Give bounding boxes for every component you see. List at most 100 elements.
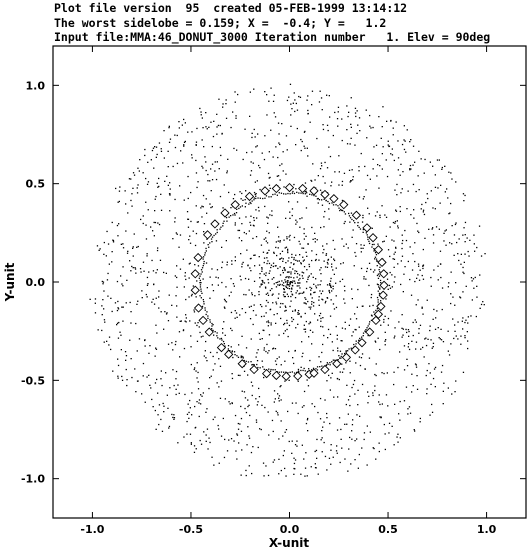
uv-point xyxy=(246,151,248,154)
uv-point xyxy=(440,184,442,186)
uv-point xyxy=(274,193,276,195)
uv-point xyxy=(303,228,305,230)
uv-point xyxy=(299,243,301,245)
uv-point xyxy=(305,207,308,209)
uv-point xyxy=(195,370,197,372)
uv-point xyxy=(165,372,167,374)
uv-point xyxy=(377,337,379,339)
uv-point xyxy=(188,277,190,279)
uv-point xyxy=(155,272,157,274)
uv-point xyxy=(425,374,427,377)
uv-point xyxy=(366,464,368,466)
uv-point xyxy=(347,115,349,118)
uv-point xyxy=(199,286,202,288)
uv-point xyxy=(311,403,313,405)
uv-point xyxy=(239,206,242,208)
uv-point xyxy=(299,282,301,284)
uv-point xyxy=(202,194,205,197)
uv-point xyxy=(337,205,339,207)
antenna-diamond-marker xyxy=(190,285,200,295)
uv-point xyxy=(373,146,375,148)
uv-point xyxy=(441,364,444,367)
antenna-diamond-marker xyxy=(329,194,339,204)
uv-point xyxy=(160,150,163,152)
uv-point xyxy=(360,247,362,249)
uv-point xyxy=(287,410,289,413)
uv-point xyxy=(287,335,289,338)
uv-point xyxy=(360,267,363,270)
uv-point xyxy=(279,274,282,276)
uv-point xyxy=(463,227,465,229)
uv-point xyxy=(326,469,328,471)
uv-point xyxy=(450,343,452,345)
uv-point xyxy=(249,91,251,93)
uv-point xyxy=(155,428,157,430)
uv-point xyxy=(117,308,120,310)
uv-point xyxy=(454,324,456,326)
uv-point xyxy=(429,325,431,327)
uv-point xyxy=(178,392,180,394)
uv-point xyxy=(257,197,259,199)
antenna-diamond-marker xyxy=(379,280,389,290)
uv-point xyxy=(205,357,207,359)
uv-point xyxy=(314,232,316,234)
uv-point xyxy=(444,165,446,167)
uv-point xyxy=(370,314,373,316)
uv-point xyxy=(303,266,306,268)
uv-point xyxy=(328,290,330,292)
uv-point xyxy=(429,161,431,163)
uv-point xyxy=(156,269,158,271)
uv-point xyxy=(284,330,286,332)
uv-point xyxy=(258,332,260,335)
uv-point xyxy=(249,414,251,417)
uv-point xyxy=(335,267,337,269)
uv-point xyxy=(374,252,377,254)
uv-point xyxy=(347,470,349,472)
uv-point xyxy=(462,271,464,273)
uv-point xyxy=(412,145,415,147)
uv-point xyxy=(240,417,243,420)
uv-point xyxy=(206,428,209,430)
uv-point xyxy=(311,194,313,196)
uv-point xyxy=(249,201,251,204)
uv-point xyxy=(402,291,404,293)
uv-point xyxy=(179,234,182,236)
uv-point xyxy=(410,168,412,170)
uv-point xyxy=(199,279,201,282)
uv-point xyxy=(418,231,420,234)
uv-point xyxy=(295,259,297,261)
uv-point xyxy=(301,355,303,358)
uv-point xyxy=(353,265,355,267)
uv-point xyxy=(426,369,428,372)
uv-point xyxy=(244,397,247,399)
uv-point xyxy=(377,301,379,303)
uv-point xyxy=(195,205,197,207)
uv-point xyxy=(417,175,419,177)
uv-point xyxy=(362,198,364,200)
uv-point xyxy=(186,433,188,435)
uv-point xyxy=(129,260,131,262)
uv-point xyxy=(293,473,295,475)
uv-point xyxy=(287,287,289,289)
uv-point xyxy=(284,291,286,293)
uv-point xyxy=(427,197,429,200)
uv-point xyxy=(142,375,144,377)
uv-point xyxy=(290,295,292,298)
uv-point xyxy=(450,271,452,273)
uv-point xyxy=(224,300,226,302)
uv-point xyxy=(429,414,431,416)
uv-point xyxy=(432,207,434,209)
uv-point xyxy=(223,321,225,323)
uv-point xyxy=(318,259,320,261)
uv-point xyxy=(297,282,299,284)
uv-point xyxy=(280,317,282,320)
uv-point xyxy=(455,181,457,183)
uv-point xyxy=(298,274,301,276)
uv-point xyxy=(307,276,309,278)
uv-point xyxy=(284,268,286,271)
uv-point xyxy=(458,259,460,262)
uv-point xyxy=(230,438,233,440)
uv-point xyxy=(205,434,207,436)
uv-point xyxy=(212,369,214,371)
uv-point xyxy=(352,383,355,386)
